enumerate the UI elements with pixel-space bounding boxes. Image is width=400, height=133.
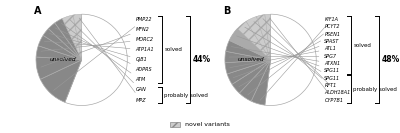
Wedge shape — [40, 60, 82, 102]
Text: PCYT2: PCYT2 — [248, 24, 340, 95]
Wedge shape — [246, 16, 270, 60]
Wedge shape — [251, 60, 270, 105]
Text: KIF1A: KIF1A — [260, 17, 338, 100]
Text: solved: solved — [164, 47, 182, 52]
Text: SPAST: SPAST — [233, 39, 340, 78]
Wedge shape — [265, 14, 270, 60]
Wedge shape — [48, 23, 82, 60]
Text: ATL1: ATL1 — [230, 46, 336, 68]
Wedge shape — [232, 60, 270, 93]
Text: 48%: 48% — [382, 55, 400, 64]
Wedge shape — [65, 14, 127, 105]
Text: 44%: 44% — [193, 55, 211, 64]
Wedge shape — [225, 60, 270, 74]
Text: MFN2: MFN2 — [41, 27, 149, 67]
Wedge shape — [43, 29, 82, 60]
Text: SPG7: SPG7 — [229, 54, 338, 59]
Legend: novel variants: novel variants — [168, 119, 232, 130]
Text: GAN: GAN — [70, 20, 146, 92]
Text: SPG11: SPG11 — [245, 27, 340, 81]
Text: ATM: ATM — [61, 23, 146, 82]
Text: A: A — [34, 6, 41, 16]
Text: PSEN1: PSEN1 — [239, 32, 340, 87]
Wedge shape — [36, 46, 82, 60]
Text: ADPRS: ADPRS — [55, 28, 152, 72]
Wedge shape — [225, 51, 270, 63]
Wedge shape — [227, 60, 270, 84]
Wedge shape — [265, 14, 316, 105]
Text: MPZ: MPZ — [79, 18, 146, 103]
Text: probably solved: probably solved — [164, 93, 208, 97]
Wedge shape — [73, 14, 82, 60]
Text: ALDH18A1: ALDH18A1 — [263, 19, 351, 95]
Text: PMP22: PMP22 — [54, 17, 152, 90]
Wedge shape — [239, 60, 270, 101]
Text: solved: solved — [353, 43, 371, 48]
Text: GJB1: GJB1 — [49, 34, 147, 62]
Wedge shape — [38, 35, 82, 60]
Wedge shape — [36, 57, 82, 79]
Wedge shape — [55, 18, 82, 60]
Wedge shape — [62, 15, 82, 60]
Text: unsolved: unsolved — [238, 57, 265, 62]
Text: probably solved: probably solved — [353, 87, 397, 92]
Wedge shape — [226, 40, 270, 60]
Text: B: B — [223, 6, 230, 16]
Text: unsolved: unsolved — [49, 57, 76, 62]
Text: ATP1A1: ATP1A1 — [44, 41, 154, 52]
Text: CYP7B1: CYP7B1 — [270, 18, 344, 103]
Wedge shape — [229, 29, 270, 60]
Text: SPG11: SPG11 — [236, 36, 340, 73]
Text: RFT1: RFT1 — [254, 22, 337, 88]
Wedge shape — [237, 21, 270, 60]
Wedge shape — [256, 14, 270, 60]
Text: ATXN1: ATXN1 — [231, 47, 340, 66]
Text: MORC2: MORC2 — [41, 37, 154, 51]
